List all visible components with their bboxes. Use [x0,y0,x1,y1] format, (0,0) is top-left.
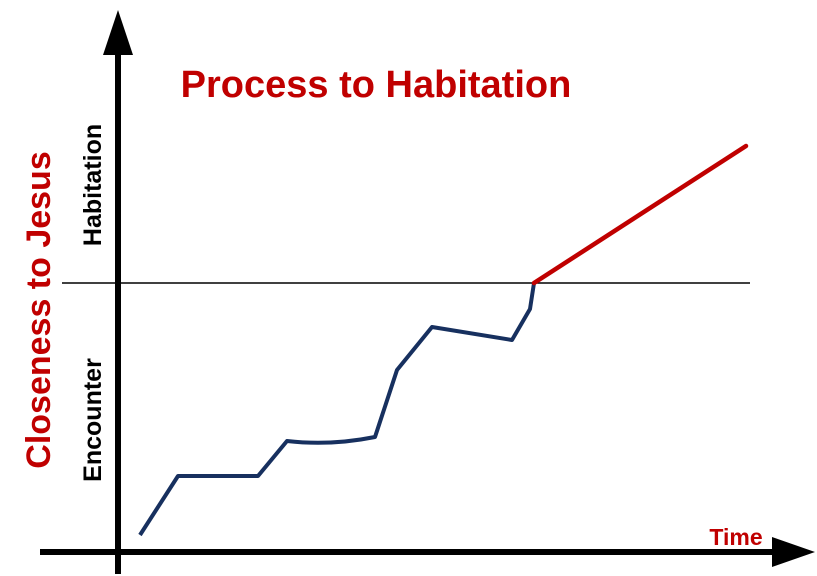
title: Process to Habitation [181,64,572,106]
x-axis-label: Time [709,524,762,550]
y-axis-label: Closeness to Jesus [20,151,58,468]
y-axis-arrow [103,10,133,55]
habitation-path [531,143,749,286]
lower-region-label: Encounter [79,358,107,482]
x-axis-arrow [772,537,815,567]
encounter-path [138,282,536,537]
upper-region-label: Habitation [79,124,107,246]
